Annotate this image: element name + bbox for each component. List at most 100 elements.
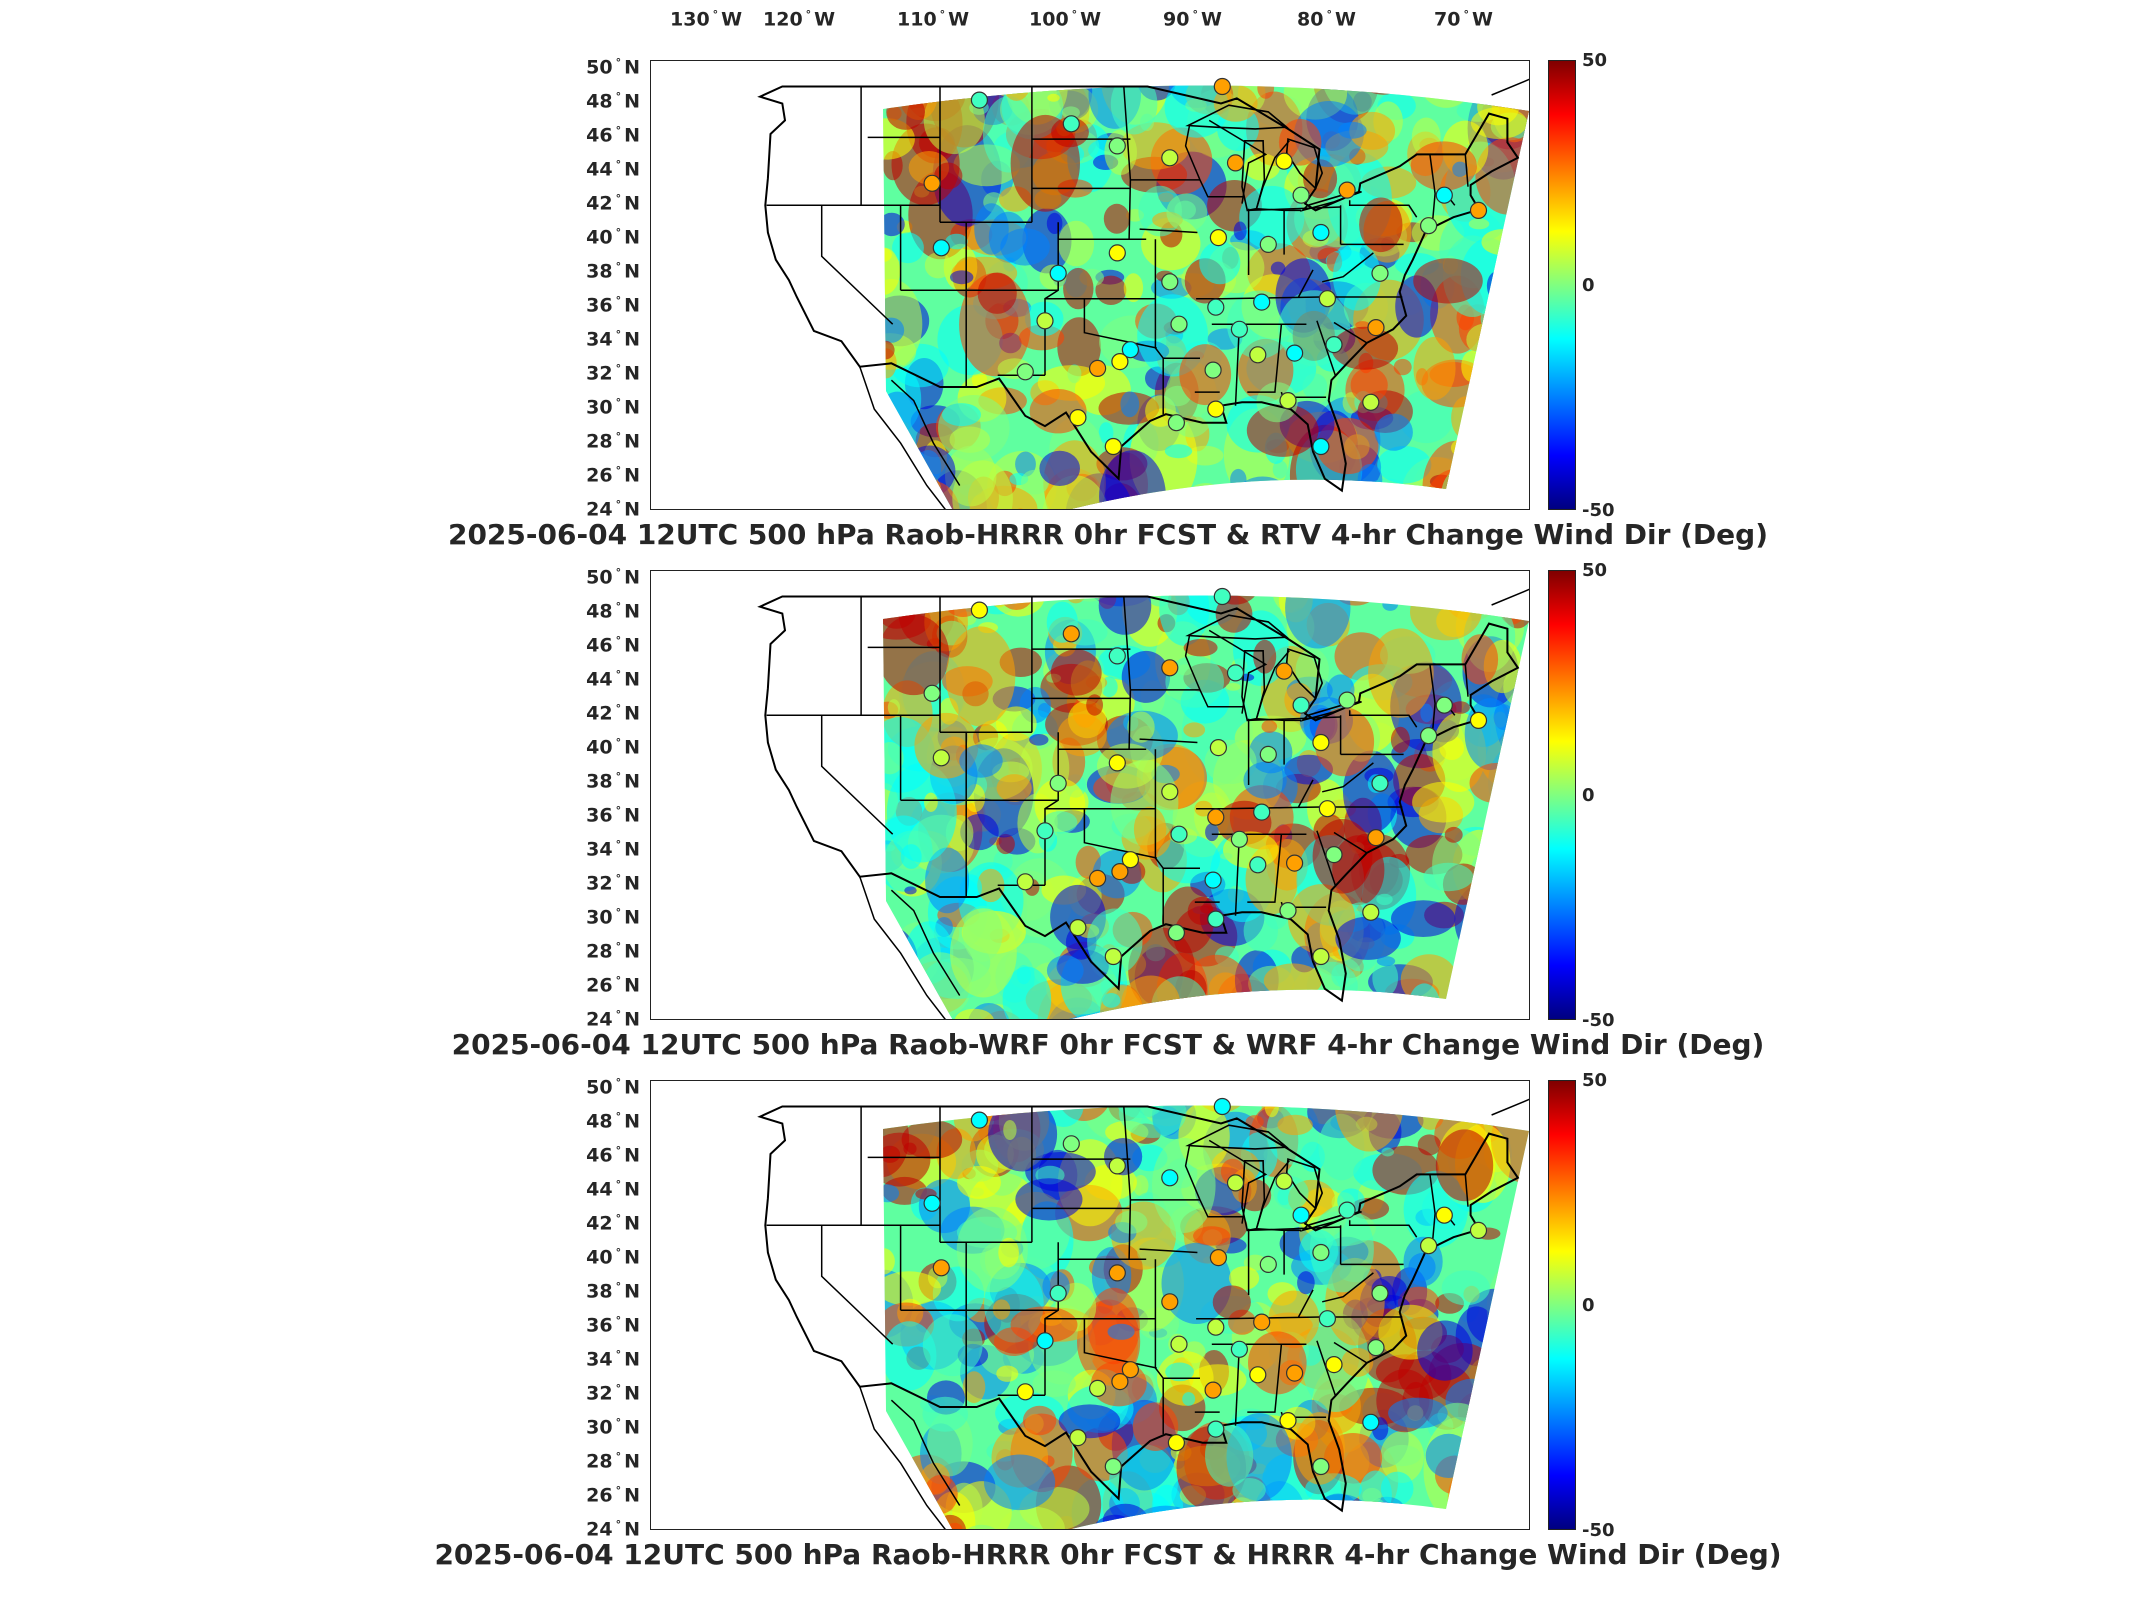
field-blob xyxy=(1391,900,1456,937)
raob-site-marker xyxy=(1167,924,1186,942)
coord-hemisphere: N xyxy=(624,736,640,759)
raob-site-marker xyxy=(1207,400,1225,418)
field-blob xyxy=(1324,507,1354,509)
canada-coast xyxy=(1491,78,1529,96)
field-blob xyxy=(1477,88,1520,126)
great-lake xyxy=(1185,1124,1289,1150)
colorbar xyxy=(1548,1080,1576,1530)
raob-site-marker xyxy=(1016,363,1034,381)
field-blob xyxy=(1458,996,1507,1019)
coord-hemisphere: N xyxy=(624,1110,640,1133)
lat-tick-label: 26 ° N xyxy=(550,974,640,996)
raob-site-marker xyxy=(1161,1293,1179,1311)
field-blob xyxy=(1385,1081,1398,1093)
field-blob xyxy=(1374,1516,1428,1529)
field-blob xyxy=(1477,458,1494,477)
field-blob xyxy=(1281,507,1320,509)
coord-hemisphere: W xyxy=(814,8,836,31)
field-blob xyxy=(912,1526,929,1529)
field-blob xyxy=(924,792,938,812)
field-blob xyxy=(911,1010,933,1019)
great-lake xyxy=(1285,1158,1324,1210)
field-blob xyxy=(1264,1105,1279,1118)
coord-hemisphere: N xyxy=(624,770,640,793)
field-blob xyxy=(1127,711,1155,743)
wind-field xyxy=(883,1081,1529,1529)
raob-site-marker xyxy=(1275,662,1293,680)
raob-site-marker xyxy=(1121,851,1139,869)
field-blob xyxy=(1166,193,1208,232)
degree-symbol: ° xyxy=(712,8,719,21)
degree-symbol: ° xyxy=(615,1246,622,1260)
field-blob xyxy=(1304,1504,1343,1529)
degree-symbol: ° xyxy=(615,294,622,308)
field-blob xyxy=(996,833,1015,855)
field-blob xyxy=(883,742,904,775)
raob-site-marker xyxy=(1036,1332,1054,1350)
field-blob xyxy=(1511,213,1529,228)
field-blob xyxy=(1364,1515,1409,1529)
wind-direction-map xyxy=(757,1081,1529,1529)
field-blob xyxy=(883,1184,900,1203)
raob-site-marker xyxy=(970,601,988,619)
field-blob xyxy=(1466,1478,1499,1498)
great-lake xyxy=(1285,648,1324,700)
field-blob xyxy=(988,211,1028,263)
field-blob xyxy=(1270,261,1286,276)
lat-tick-label: 36 ° N xyxy=(550,294,640,316)
coord-hemisphere: N xyxy=(624,328,640,351)
lat-tick-label: 38 ° N xyxy=(550,260,640,282)
coord-number: 28 xyxy=(586,1450,613,1473)
field-blob xyxy=(1302,373,1328,400)
raob-site-marker xyxy=(1419,727,1438,745)
coord-hemisphere: W xyxy=(721,8,743,31)
field-blob xyxy=(1177,664,1193,676)
degree-symbol: ° xyxy=(615,1314,622,1328)
raob-site-marker xyxy=(970,1111,988,1129)
great-lake xyxy=(1185,614,1289,640)
lat-tick-label: 28 ° N xyxy=(550,1450,640,1472)
coord-number: 50 xyxy=(586,1076,613,1099)
coord-hemisphere: W xyxy=(1334,8,1356,31)
field-blob xyxy=(1152,1137,1216,1233)
coord-hemisphere: N xyxy=(624,1450,640,1473)
lat-tick-label: 28 ° N xyxy=(550,430,640,452)
field-blob xyxy=(1481,984,1529,1019)
raob-site-marker xyxy=(1089,1379,1107,1397)
field-blob xyxy=(1159,595,1210,646)
degree-symbol: ° xyxy=(615,1348,622,1362)
colorbar-max-label: 50 xyxy=(1582,560,1608,581)
raob-site-marker xyxy=(1469,711,1488,729)
coord-hemisphere: N xyxy=(624,974,640,997)
wind-direction-map xyxy=(757,571,1529,1019)
raob-site-marker xyxy=(1259,745,1277,763)
coord-hemisphere: N xyxy=(624,1484,640,1507)
field-blob xyxy=(959,744,1003,778)
field-blob xyxy=(901,1119,963,1160)
lat-tick-label: 48 ° N xyxy=(550,90,640,112)
field-blob xyxy=(1218,1000,1247,1019)
state-border xyxy=(1154,239,1164,415)
field-blob xyxy=(1297,1271,1315,1295)
field-blob xyxy=(1485,401,1529,458)
state-border xyxy=(1333,1341,1368,1364)
raob-site-marker xyxy=(1312,223,1330,242)
degree-symbol: ° xyxy=(615,702,622,716)
field-blob xyxy=(1464,1459,1504,1516)
coord-hemisphere: N xyxy=(624,906,640,929)
lon-tick-label: 110 ° W xyxy=(897,8,969,30)
colorbar-max-label: 50 xyxy=(1582,1070,1608,1091)
field-blob xyxy=(1233,571,1268,584)
coord-number: 24 xyxy=(586,498,613,521)
field-blob xyxy=(1490,432,1529,467)
field-blob xyxy=(1193,1226,1231,1246)
field-blob xyxy=(1417,1320,1473,1381)
lat-tick-label: 44 ° N xyxy=(550,158,640,180)
field-blob xyxy=(987,595,1011,608)
raob-site-marker xyxy=(1121,1361,1139,1379)
field-blob xyxy=(1461,1411,1498,1449)
field-blob xyxy=(924,252,952,279)
coord-hemisphere: N xyxy=(624,1314,640,1337)
field-blob xyxy=(1312,819,1373,894)
field-blob xyxy=(1500,302,1529,338)
